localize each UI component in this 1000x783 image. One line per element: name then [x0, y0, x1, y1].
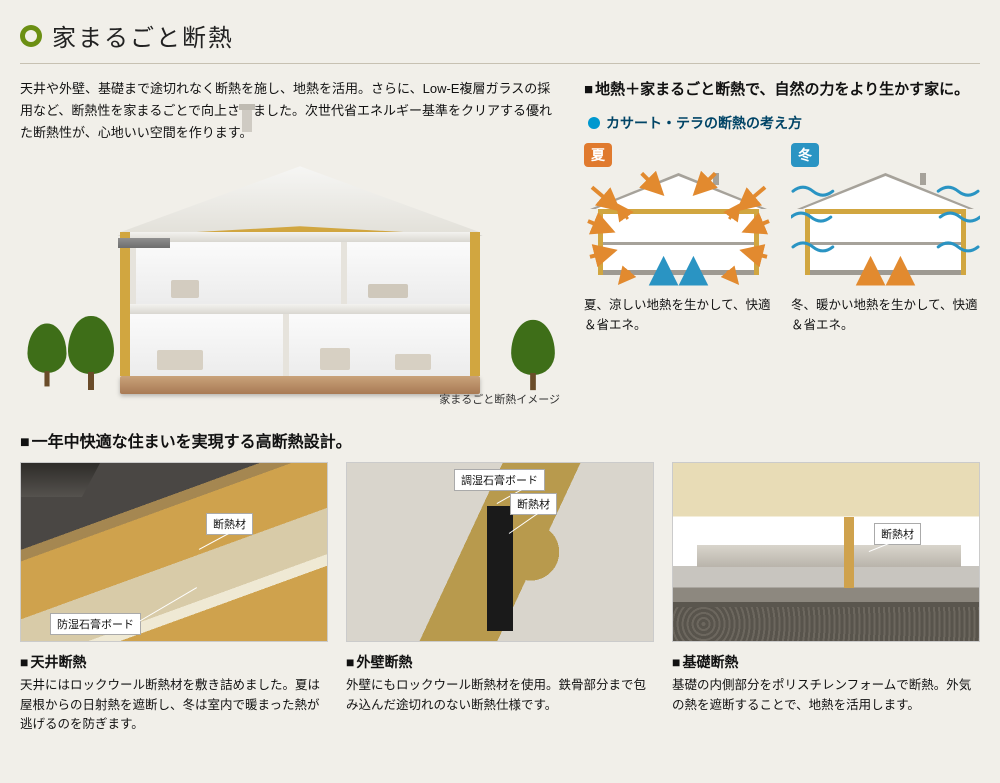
callout-label: 防湿石膏ボード	[50, 613, 141, 635]
tree-icon	[68, 316, 114, 390]
mid-headline: 一年中快適な住まいを実現する高断熱設計。	[20, 428, 980, 452]
card-title: 外壁断熱	[346, 652, 654, 672]
card-title: 天井断熱	[20, 652, 328, 672]
season-summer: 夏	[584, 143, 773, 335]
mini-house-summer	[584, 169, 773, 289]
top-row: 天井や外壁、基礎まで途切れなく断熱を施し、地熱を活用。さらに、Low-E複層ガラ…	[20, 78, 980, 404]
card-foundation: 断熱材 基礎断熱 基礎の内側部分をポリスチレンフォームで断熱。外気の熱を遮断する…	[672, 462, 980, 734]
card-ceiling: 断熱材防湿石膏ボード 天井断熱 天井にはロックウール断熱材を敷き詰めました。夏は…	[20, 462, 328, 734]
card-text: 天井にはロックウール断熱材を敷き詰めました。夏は屋根からの日射熱を遮断し、冬は室…	[20, 676, 328, 734]
thumb-wall: 調湿石膏ボード断熱材	[346, 462, 654, 642]
top-left-col: 天井や外壁、基礎まで途切れなく断熱を施し、地熱を活用。さらに、Low-E複層ガラ…	[20, 78, 560, 404]
page-title-text: 家まるごと断熱	[52, 18, 234, 53]
page-title: 家まるごと断熱	[20, 18, 980, 64]
tree-icon	[27, 324, 66, 387]
season-row: 夏	[584, 143, 980, 335]
season-caption: 冬、暖かい地熱を生かして、快適＆省エネ。	[791, 295, 980, 335]
thumb-foundation: 断熱材	[672, 462, 980, 642]
hero-house-illustration: 家まるごと断熱イメージ	[20, 154, 560, 404]
hero-house	[120, 166, 480, 394]
callout-label: 断熱材	[874, 523, 921, 545]
callout-label: 調湿石膏ボード	[454, 469, 545, 491]
top-right-col: 地熱＋家まるごと断熱で、自然の力をより生かす家に。 カサート・テラの断熱の考え方…	[584, 78, 980, 404]
card-wall: 調湿石膏ボード断熱材 外壁断熱 外壁にもロックウール断熱材を使用。鉄骨部分まで包…	[346, 462, 654, 734]
card-title: 基礎断熱	[672, 652, 980, 672]
badge-summer: 夏	[584, 143, 612, 167]
card-text: 外壁にもロックウール断熱材を使用。鉄骨部分まで包み込んだ途切れのない断熱仕様です…	[346, 676, 654, 715]
title-bullet-icon	[20, 25, 42, 47]
season-caption: 夏、涼しい地熱を生かして、快適＆省エネ。	[584, 295, 773, 335]
concept-title: カサート・テラの断熱の考え方	[588, 113, 980, 133]
lead-paragraph: 天井や外壁、基礎まで途切れなく断熱を施し、地熱を活用。さらに、Low-E複層ガラ…	[20, 78, 560, 144]
thumb-ceiling: 断熱材防湿石膏ボード	[20, 462, 328, 642]
mini-house-winter	[791, 169, 980, 289]
card-text: 基礎の内側部分をポリスチレンフォームで断熱。外気の熱を遮断することで、地熱を活用…	[672, 676, 980, 715]
badge-winter: 冬	[791, 143, 819, 167]
tree-icon	[511, 320, 555, 390]
right-headline: 地熱＋家まるごと断熱で、自然の力をより生かす家に。	[584, 78, 980, 99]
season-winter: 冬 冬、暖かい地熱を生かして、快適＆省エネ。	[791, 143, 980, 335]
card-row: 断熱材防湿石膏ボード 天井断熱 天井にはロックウール断熱材を敷き詰めました。夏は…	[20, 462, 980, 734]
hero-caption: 家まるごと断熱イメージ	[439, 391, 560, 407]
